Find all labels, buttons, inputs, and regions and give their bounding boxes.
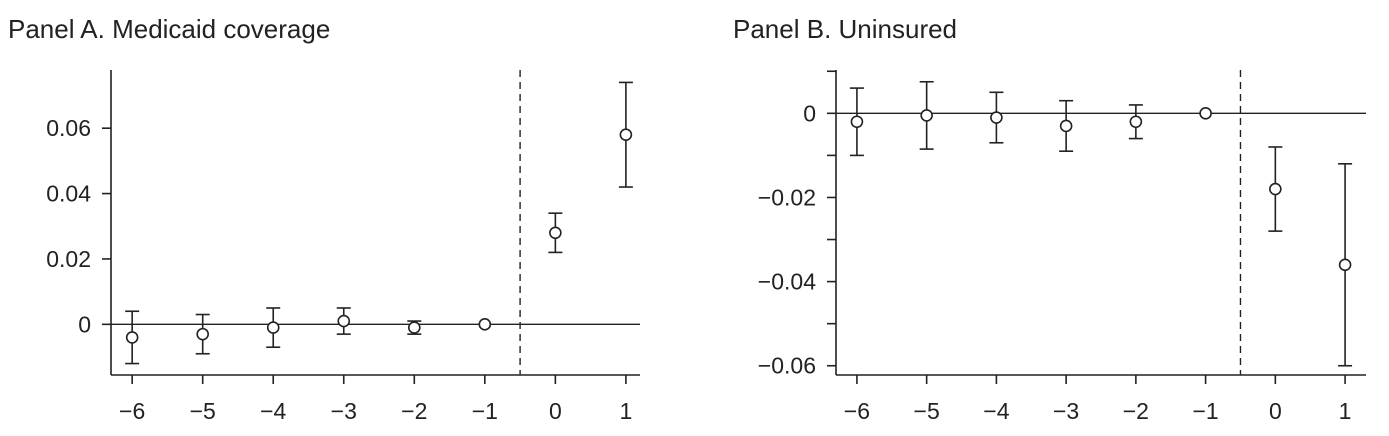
panel-a-y-tick-label: 0.06 xyxy=(46,115,91,141)
panel-b-point-marker xyxy=(920,109,933,122)
panel-a-point-marker xyxy=(549,226,562,240)
panel-a-point-marker xyxy=(266,321,280,334)
panel-b-point-marker xyxy=(1338,258,1352,272)
panel-b-x-tick-label: −3 xyxy=(1053,398,1079,424)
panel-a-point-marker xyxy=(196,327,209,341)
panel-a-x-tick-label: −5 xyxy=(190,398,216,424)
panel-a-point-marker xyxy=(407,321,421,334)
panel-a-x-tick-label: −6 xyxy=(119,398,145,424)
panel-a-x-tick-label: −3 xyxy=(331,398,357,424)
panel-a-y-tick-label: 0.04 xyxy=(46,181,91,207)
panel-a-x-tick-label: −1 xyxy=(472,398,498,424)
panel-b-y-tick-label: −0.02 xyxy=(758,184,816,210)
panel-a-point-marker xyxy=(619,128,633,142)
panel-b-x-tick-label: −4 xyxy=(983,398,1009,424)
panel-b-x-tick-label: 0 xyxy=(1269,398,1282,424)
panel-a-x-tick-label: 1 xyxy=(619,398,632,424)
panel-a-point-marker xyxy=(125,331,139,344)
panel-b-point-marker xyxy=(1199,107,1212,120)
panel-a-title: Panel A. Medicaid coverage xyxy=(8,14,331,44)
panel-b-x-tick-label: −6 xyxy=(844,398,870,424)
panel-b-point-marker xyxy=(850,115,864,129)
panel-b-point-marker xyxy=(1059,119,1073,133)
panel-b-x-tick-label: −1 xyxy=(1192,398,1218,424)
panel-b-y-tick-label: 0 xyxy=(803,100,816,126)
panel-b-point-marker xyxy=(1269,182,1282,196)
panel-a-y-tick-label: 0.02 xyxy=(46,246,91,272)
panel-a-x-tick-label: −2 xyxy=(401,398,427,424)
panel-b-title: Panel B. Uninsured xyxy=(733,14,958,44)
panel-a-y-tick-label: 0 xyxy=(78,311,91,337)
panel-b-y-tick-label: −0.06 xyxy=(758,353,816,379)
panel-a-x-tick-label: −4 xyxy=(260,398,286,424)
panel-b-x-tick-label: −5 xyxy=(914,398,940,424)
panel-b-x-tick-label: −2 xyxy=(1123,398,1149,424)
panel-a-x-tick-label: 0 xyxy=(549,398,562,424)
panel-a-point-marker xyxy=(478,318,492,331)
panel-a-point-marker xyxy=(337,314,351,328)
panel-b-y-tick-label: −0.04 xyxy=(758,269,816,295)
panel-b-x-tick-label: 1 xyxy=(1339,398,1352,424)
panel-b-point-marker xyxy=(1129,115,1143,129)
panel-b-point-marker xyxy=(990,111,1003,124)
